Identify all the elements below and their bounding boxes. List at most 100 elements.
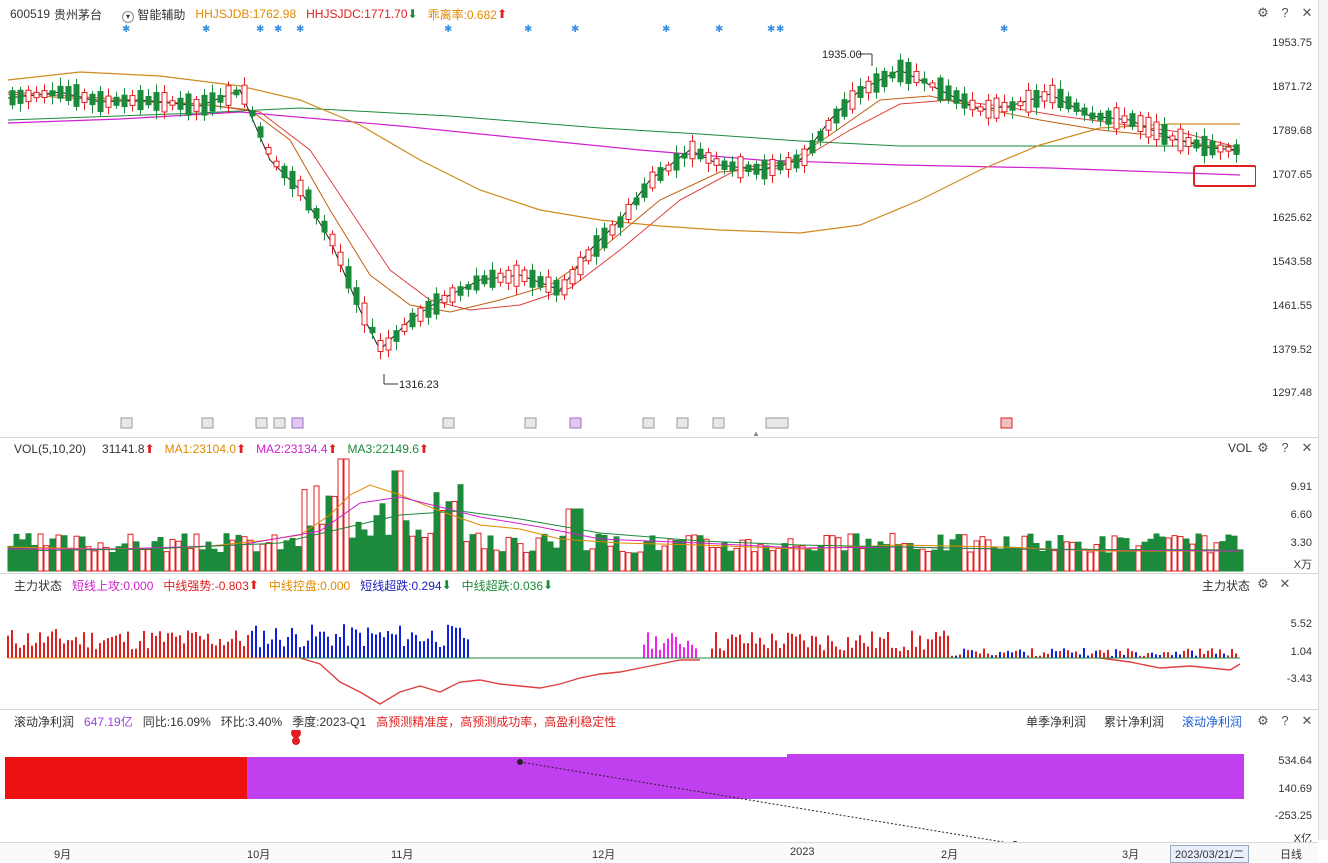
candle bbox=[329, 233, 336, 247]
force-chart[interactable] bbox=[0, 592, 1256, 710]
candle bbox=[657, 167, 664, 181]
help-icon[interactable]: ? bbox=[1281, 440, 1289, 455]
profit-chart[interactable] bbox=[0, 730, 1256, 842]
candle bbox=[1017, 101, 1024, 107]
candle bbox=[1089, 112, 1096, 120]
help-icon[interactable]: ? bbox=[1281, 713, 1289, 728]
volume-bar bbox=[277, 549, 284, 572]
gear-icon[interactable]: ⚙ bbox=[1257, 713, 1269, 728]
candle bbox=[1145, 116, 1152, 138]
candle bbox=[257, 126, 264, 138]
candle bbox=[145, 95, 152, 106]
volume-bar bbox=[325, 495, 332, 572]
candle bbox=[529, 269, 536, 288]
volume-bar bbox=[1153, 533, 1160, 572]
volume-bar bbox=[1033, 542, 1040, 572]
force-item-mid-strong: 中线强势:-0.803 bbox=[163, 578, 249, 593]
volume-bar bbox=[775, 547, 782, 572]
volume-bar bbox=[1081, 548, 1088, 572]
volume-bar bbox=[553, 547, 560, 572]
force-bars bbox=[7, 624, 1237, 658]
indicator-hhjsjdc: HHJSJDC:1771.70 bbox=[306, 7, 408, 21]
volume-bar bbox=[559, 535, 566, 572]
svg-text:✱: ✱ bbox=[202, 24, 210, 35]
candle bbox=[449, 287, 456, 303]
assist-toggle[interactable]: ▾ 智能辅助 bbox=[122, 6, 185, 23]
volume-bar bbox=[661, 545, 668, 572]
force-item-mid-control: 中线控盘:0.000 bbox=[268, 578, 351, 593]
candle bbox=[9, 90, 16, 106]
volume-bar bbox=[517, 543, 524, 572]
candle bbox=[1185, 136, 1192, 148]
candle bbox=[777, 160, 784, 171]
candle bbox=[641, 183, 648, 198]
up-arrow-icon: ⬆ bbox=[327, 442, 338, 456]
candle bbox=[873, 73, 880, 93]
current-date-box: 2023/03/21/二 bbox=[1170, 845, 1250, 863]
help-icon[interactable]: ? bbox=[1281, 5, 1289, 20]
close-icon[interactable]: ✕ bbox=[1279, 576, 1291, 591]
gear-icon[interactable]: ⚙ bbox=[1257, 576, 1269, 591]
candle bbox=[961, 93, 968, 109]
volume-chart[interactable] bbox=[0, 455, 1256, 573]
candle bbox=[105, 95, 112, 108]
volume-bar bbox=[847, 533, 854, 572]
volume-bar bbox=[793, 545, 800, 572]
candle bbox=[505, 269, 512, 284]
candle bbox=[537, 276, 544, 288]
candle bbox=[217, 94, 224, 103]
volume-bar bbox=[259, 543, 266, 572]
volume-bar bbox=[895, 543, 902, 572]
volume-bar bbox=[247, 539, 254, 572]
main-panel-controls: ⚙ ? ✕ bbox=[1256, 6, 1314, 20]
volume-bar bbox=[649, 535, 656, 572]
candlestick-chart[interactable]: ✱ ✱ ✱ ✱ ✱ ✱ ✱ ✱ ✱ ✱ ✱ ✱ ✱ 1935.00 1316.23 ▲ bbox=[0, 20, 1256, 438]
candle bbox=[377, 339, 384, 353]
candle bbox=[185, 93, 192, 116]
volume-bar bbox=[865, 538, 872, 572]
candle bbox=[817, 130, 824, 142]
candle bbox=[265, 146, 272, 155]
profit-yoy: 同比:16.09% bbox=[142, 714, 211, 729]
period-label[interactable]: 日线 bbox=[1280, 849, 1302, 861]
volume-bar bbox=[853, 533, 860, 572]
candle bbox=[1025, 89, 1032, 113]
tab-quarter-profit[interactable]: 单季净利润 bbox=[1025, 715, 1086, 729]
force-item-short-oversold: 短线超跌:0.294 bbox=[360, 578, 442, 593]
volume-bar bbox=[61, 535, 68, 572]
candle bbox=[97, 91, 104, 112]
volume-bar bbox=[139, 549, 146, 572]
gear-icon[interactable]: ⚙ bbox=[1257, 440, 1269, 455]
svg-text:✱: ✱ bbox=[1000, 24, 1008, 35]
candle bbox=[1201, 135, 1208, 157]
ma-10-orange2 bbox=[7, 93, 1241, 313]
volume-bar bbox=[409, 535, 416, 572]
candle bbox=[593, 235, 600, 257]
volume-bar bbox=[715, 547, 722, 572]
volume-bar bbox=[1087, 551, 1094, 572]
gear-icon[interactable]: ⚙ bbox=[1257, 5, 1269, 20]
candle bbox=[705, 152, 712, 164]
volume-bar bbox=[313, 485, 320, 572]
svg-text:✱: ✱ bbox=[524, 24, 532, 35]
stock-code: 600519 bbox=[10, 7, 51, 21]
profit-tabs: 单季净利润 累计净利润 滚动净利润 bbox=[1026, 713, 1242, 730]
candle bbox=[833, 108, 840, 124]
volume-bar bbox=[295, 546, 302, 572]
candle bbox=[841, 99, 848, 117]
candle bbox=[601, 227, 608, 249]
volume-bar bbox=[343, 458, 350, 572]
close-icon[interactable]: ✕ bbox=[1301, 5, 1313, 20]
close-icon[interactable]: ✕ bbox=[1301, 440, 1313, 455]
tab-rolling-profit[interactable]: 滚动净利润 bbox=[1181, 715, 1242, 729]
volume-bar bbox=[499, 551, 506, 572]
candle bbox=[545, 276, 552, 293]
volume-bar bbox=[967, 551, 974, 572]
highlight-box bbox=[1193, 165, 1256, 187]
volume-bar bbox=[235, 534, 242, 572]
low-annotation: 1316.23 bbox=[399, 379, 439, 391]
close-icon[interactable]: ✕ bbox=[1301, 713, 1313, 728]
candle bbox=[401, 324, 408, 332]
candle bbox=[369, 326, 376, 334]
tab-cumulative-profit[interactable]: 累计净利润 bbox=[1103, 715, 1164, 729]
